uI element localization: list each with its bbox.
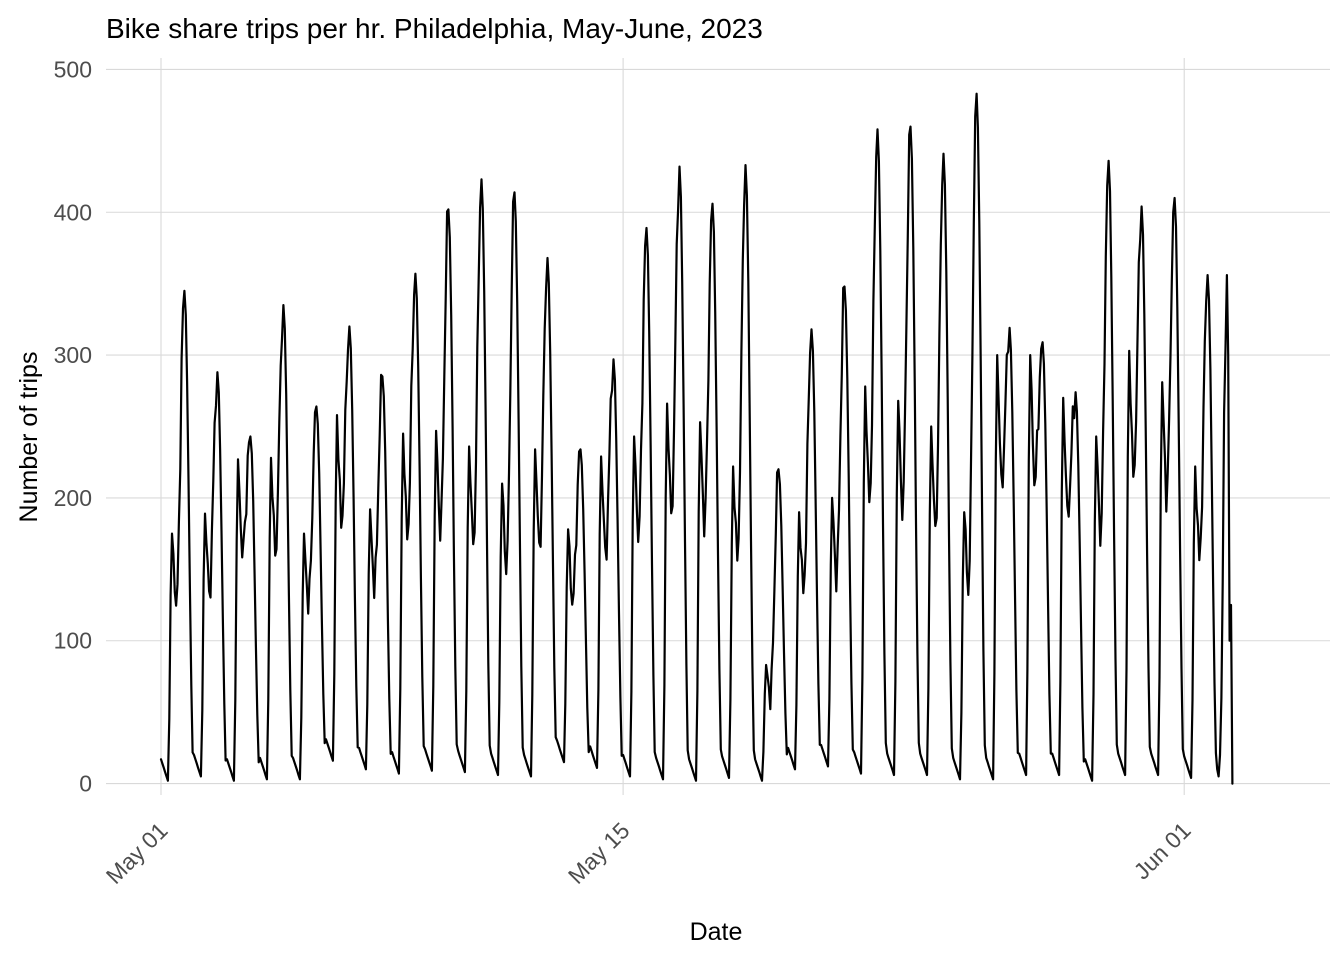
chart-title: Bike share trips per hr. Philadelphia, M… (106, 13, 763, 44)
y-axis-ticks: 0 100 200 300 400 500 (54, 56, 92, 796)
y-tick-label: 100 (54, 628, 92, 654)
x-tick-label: May 01 (101, 817, 173, 889)
y-axis-title: Number of trips (15, 352, 43, 523)
x-axis-ticks: May 01 May 15 Jun 01 (101, 817, 1196, 889)
x-axis-title: Date (690, 918, 743, 946)
y-tick-label: 0 (79, 771, 92, 797)
y-tick-label: 500 (54, 56, 92, 82)
series-layer (159, 92, 1234, 785)
y-tick-label: 400 (54, 199, 92, 225)
trips-series-line (159, 92, 1234, 785)
x-tick-label: Jun 01 (1129, 817, 1196, 884)
y-tick-label: 200 (54, 485, 92, 511)
y-tick-label: 300 (54, 342, 92, 368)
x-tick-label: May 15 (563, 817, 635, 889)
